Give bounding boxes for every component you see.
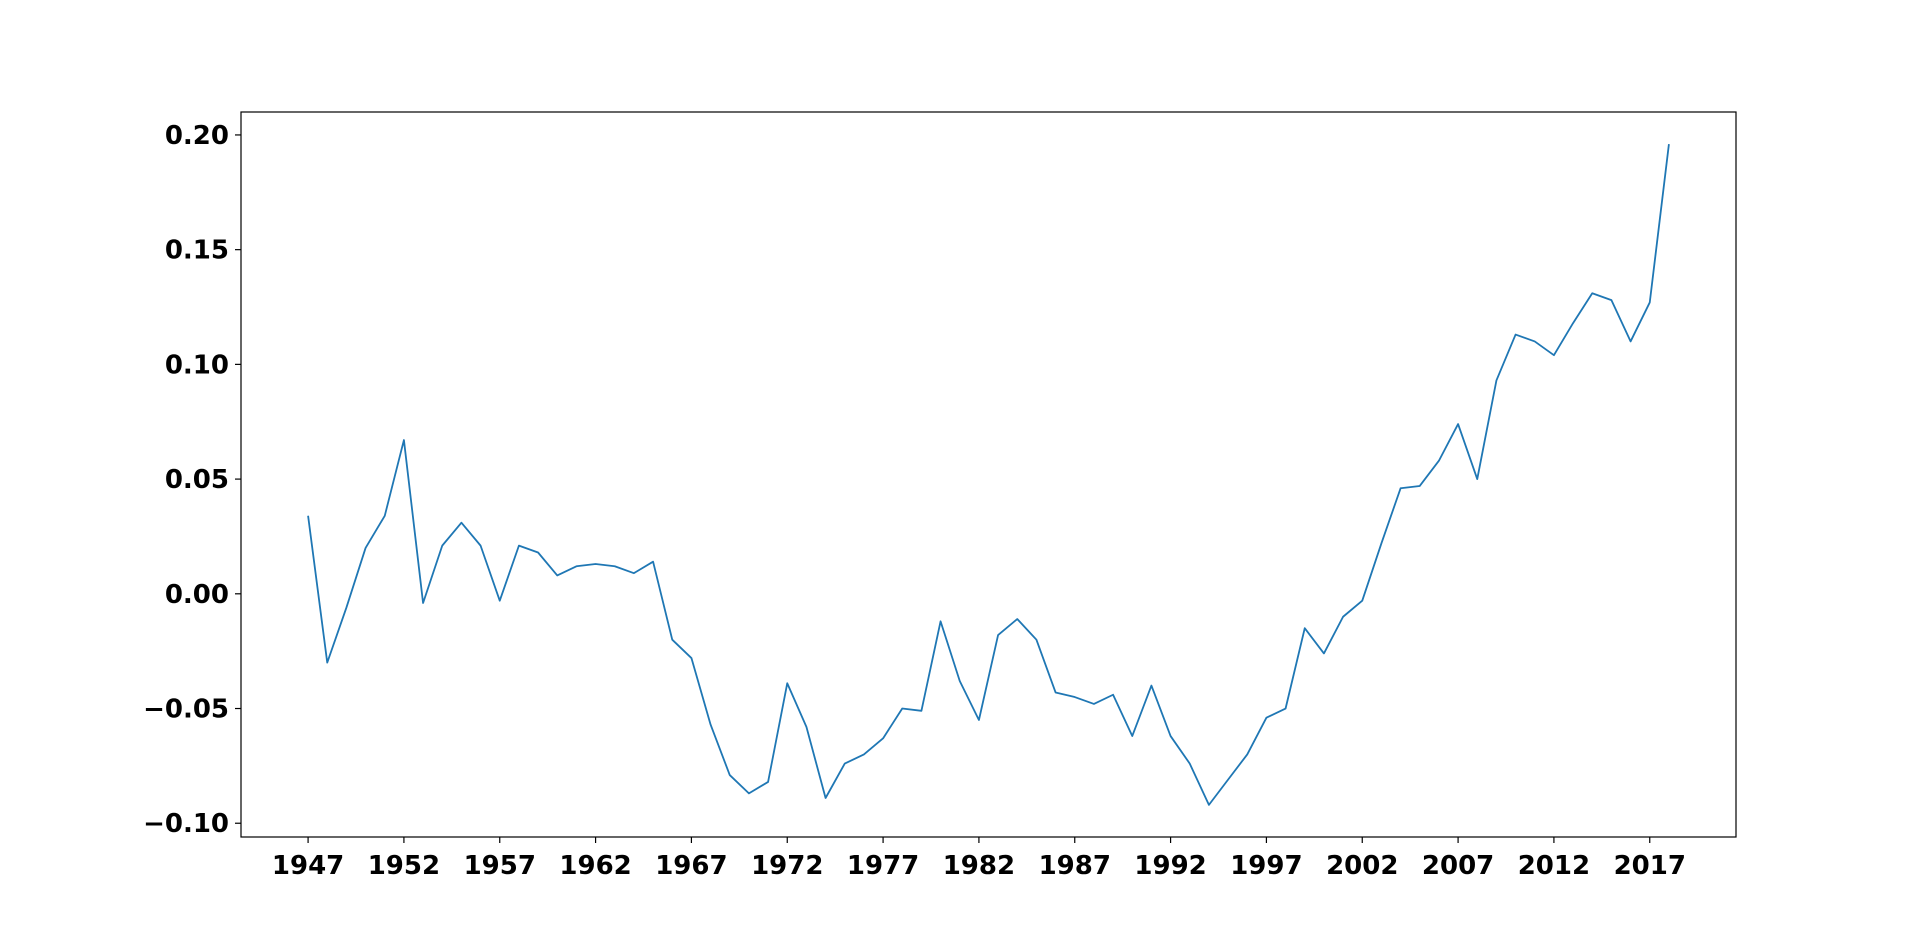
- x-tick-label: 1962: [559, 851, 631, 881]
- x-tick-label: 2012: [1518, 851, 1590, 881]
- plot-frame: [240, 111, 1737, 838]
- x-tick-label: 2007: [1422, 851, 1494, 881]
- x-tick-label: 1992: [1134, 851, 1206, 881]
- x-tick-label: 1952: [368, 851, 440, 881]
- series-line-0: [307, 144, 1670, 806]
- x-tick-label: 1957: [464, 851, 536, 881]
- x-tick-label: 1997: [1230, 851, 1302, 881]
- x-tick-label: 1982: [943, 851, 1015, 881]
- x-axis: 1947 1952 1957 1962 1967 1972 1977 1982 1987 1992…: [272, 837, 1686, 881]
- y-axis: −0.10 −0.05 0.00 0.05 0.10 0.15 0.20: [143, 121, 241, 839]
- y-tick-label: 0.00: [165, 580, 229, 610]
- x-tick-label: 1977: [847, 851, 919, 881]
- y-tick-label: 0.15: [165, 236, 229, 266]
- y-tick-label: 0.20: [165, 121, 229, 151]
- y-tick-label: −0.05: [143, 695, 229, 725]
- x-tick-label: 2017: [1614, 851, 1686, 881]
- x-tick-label: 1972: [751, 851, 823, 881]
- y-tick-label: 0.05: [165, 465, 229, 495]
- x-tick-label: 1987: [1039, 851, 1111, 881]
- x-tick-label: 2002: [1326, 851, 1398, 881]
- x-tick-label: 1947: [272, 851, 344, 881]
- series-layer: [307, 144, 1670, 806]
- x-tick-label: 1967: [655, 851, 727, 881]
- y-tick-label: 0.10: [165, 350, 229, 380]
- y-tick-label: −0.10: [143, 809, 229, 839]
